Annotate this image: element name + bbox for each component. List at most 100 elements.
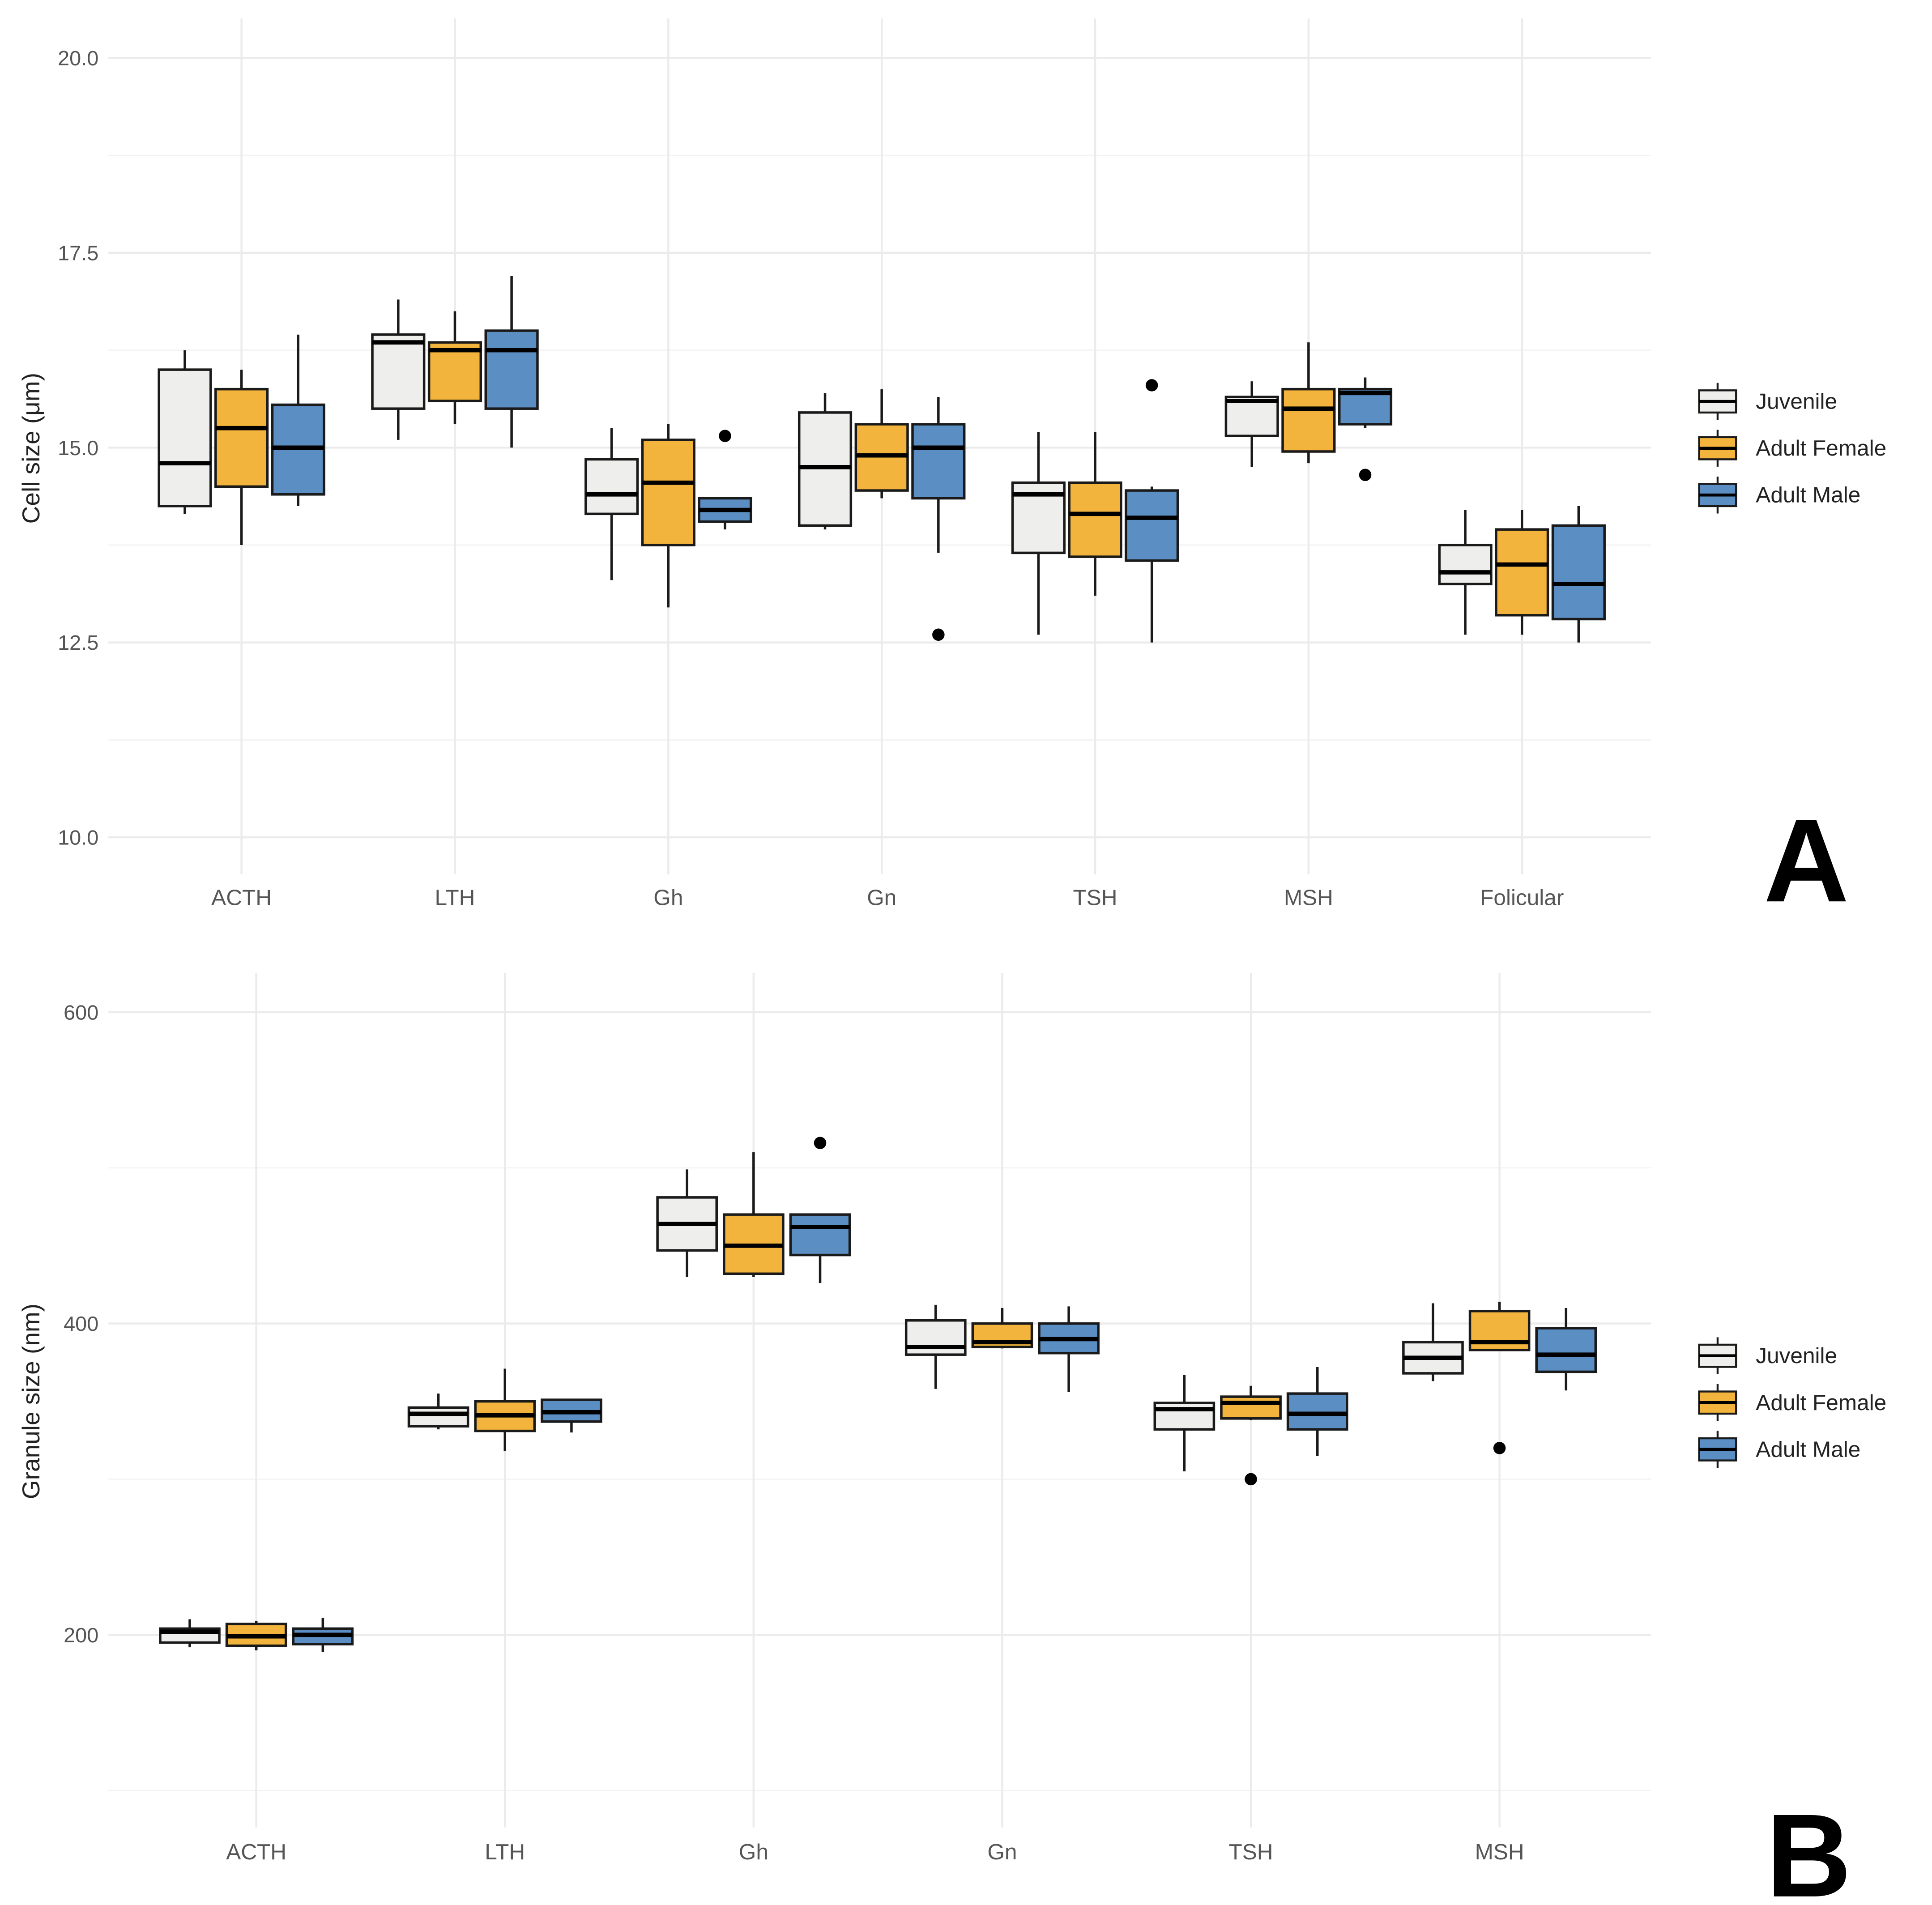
y-tick-label: 400 [64,1312,98,1335]
box-adult-male-tsh [1125,379,1179,643]
panel-b-x-ticks: ACTH LTH Gh Gn TSH MSH [226,1840,1524,1864]
box-iqr [789,1213,851,1257]
box-iqr [214,388,269,488]
box-adult-male-acth [271,334,325,506]
y-tick-label: 10.0 [58,826,98,849]
box-iqr [407,1406,469,1428]
box-adult-female-gh [641,424,695,608]
box-adult-male-msh [1338,377,1393,481]
box-adult-female-msh [1468,1301,1531,1454]
box-juvenile-gh [584,428,639,580]
x-tick-label: Gn [987,1840,1017,1864]
box-iqr [371,333,426,410]
box-adult-male-lth [484,276,539,448]
box-iqr [1224,396,1279,437]
legend-label: Adult Male [1756,483,1860,507]
box-adult-male-msh [1535,1308,1597,1391]
y-tick-label: 15.0 [58,436,98,460]
box-juvenile-tsh [1153,1375,1215,1472]
box-adult-female-acth [214,370,269,546]
outlier-point [932,628,945,641]
panel-a-boxes [158,276,1606,643]
box-adult-male-gh [789,1137,851,1283]
box-iqr [1125,489,1179,562]
panel-b-letter: B [1766,1790,1851,1905]
box-adult-female-tsh [1220,1385,1282,1486]
legend-label: Juvenile [1756,389,1837,414]
panel-b-y-ticks: 200 400 600 [64,1001,98,1646]
box-iqr [1438,544,1493,585]
outlier-point [1493,1442,1506,1454]
panel-a-letter: A [1764,794,1849,926]
x-tick-label: Gn [867,886,896,910]
legend-item-adult-female: Adult Female [1698,430,1886,467]
y-tick-label: 20.0 [58,47,98,70]
box-iqr [1495,528,1549,617]
legend-item-juvenile: Juvenile [1698,383,1837,420]
box-juvenile-gh [656,1169,718,1277]
box-adult-female-msh [1281,342,1336,464]
panel-b-y-axis-title: Granule size (nm) [17,1304,45,1499]
y-tick-label: 200 [64,1624,98,1647]
panel-a-y-axis-title: Cell size (μm) [17,373,45,524]
x-tick-label: ACTH [211,886,272,910]
panel-a-legend: Juvenile Adult Female Adult Male [1698,383,1886,514]
x-tick-label: MSH [1284,886,1333,910]
x-tick-label: TSH [1228,1840,1273,1864]
legend-label: Adult Male [1756,1437,1860,1462]
box-adult-female-folicular [1495,510,1549,635]
legend-item-adult-female: Adult Female [1698,1384,1886,1421]
box-adult-male-gn [911,397,966,641]
x-tick-label: TSH [1073,886,1117,910]
box-adult-male-gn [1038,1306,1100,1392]
x-tick-label: Gh [739,1840,768,1864]
box-adult-female-gn [971,1308,1033,1349]
box-juvenile-tsh [1011,432,1066,635]
outlier-point [719,430,731,442]
box-juvenile-lth [407,1394,469,1430]
box-iqr [1281,388,1336,453]
box-iqr [1068,481,1122,558]
outlier-point [1245,1473,1257,1486]
x-tick-label: Folicular [1480,886,1564,910]
legend-label: Adult Female [1756,436,1886,460]
box-iqr [1535,1327,1597,1373]
box-iqr [1551,524,1606,621]
box-juvenile-msh [1224,381,1279,467]
box-adult-female-gh [723,1152,785,1277]
box-iqr [641,439,695,546]
x-tick-label: LTH [485,1840,525,1864]
box-iqr [911,423,966,500]
y-tick-label: 600 [64,1001,98,1024]
box-adult-male-tsh [1286,1367,1348,1456]
box-iqr [1220,1395,1282,1420]
panel-b-boxes [159,1137,1597,1652]
box-iqr [1286,1392,1348,1431]
box-adult-female-tsh [1068,432,1122,596]
box-iqr [584,458,639,516]
outlier-point [814,1137,827,1149]
x-tick-label: ACTH [226,1840,286,1864]
panel-a-chart: 10.0 12.5 15.0 17.5 20.0 ACTH LTH Gh Gn TSH MSH Fo… [17,18,1886,926]
outlier-point [1359,469,1372,481]
x-tick-label: LTH [435,886,475,910]
y-tick-label: 12.5 [58,631,98,654]
legend-item-juvenile: Juvenile [1698,1337,1837,1374]
box-adult-female-acth [225,1620,287,1651]
panel-b-chart: 200 400 600 ACTH LTH Gh Gn TSH MSH Granule size… [17,972,1886,1905]
box-juvenile-folicular [1438,510,1493,635]
panel-a-x-ticks: ACTH LTH Gh Gn TSH MSH Folicular [211,886,1564,910]
box-juvenile-acth [158,350,212,514]
box-adult-female-lth [474,1368,536,1451]
box-juvenile-gn [798,393,853,530]
box-adult-female-gn [854,389,909,499]
x-tick-label: MSH [1475,1840,1524,1864]
legend-label: Adult Female [1756,1390,1886,1415]
box-juvenile-lth [371,299,426,440]
box-iqr [904,1319,967,1356]
box-juvenile-gn [904,1304,967,1389]
box-iqr [158,368,212,507]
box-iqr [1153,1402,1215,1431]
panel-b-legend: Juvenile Adult Female Adult Male [1698,1337,1886,1468]
